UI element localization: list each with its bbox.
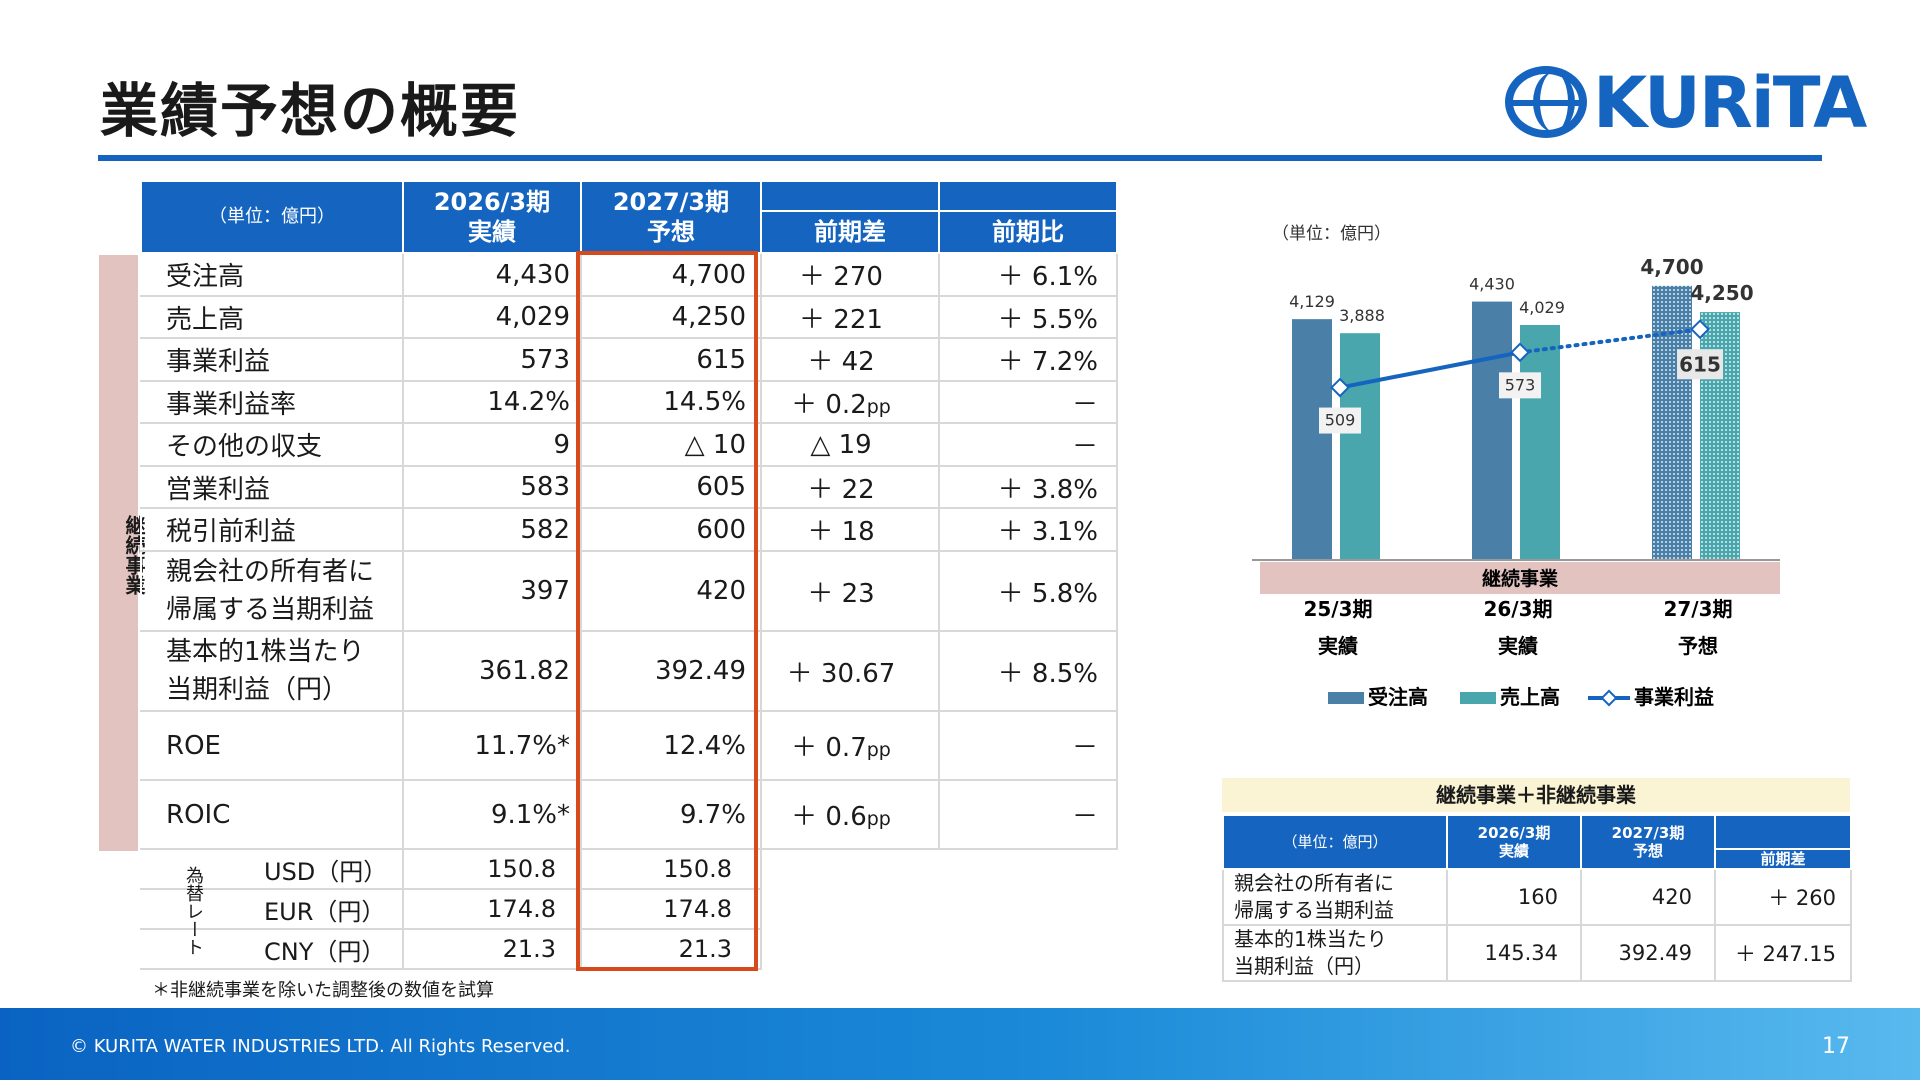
logo-wordmark: KURiTA bbox=[1593, 62, 1867, 144]
table-row: 事業利益 573 615 ＋ 42 ＋ 7.2% bbox=[140, 337, 1118, 382]
copyright: © KURITA WATER INDUSTRIES LTD. All Right… bbox=[70, 1036, 571, 1057]
profit-label: 615 bbox=[1679, 352, 1721, 376]
unit-header: （単位：億円） bbox=[140, 180, 404, 254]
page-title: 業績予想の概要 bbox=[100, 77, 521, 145]
header-2027: 2027/3期 予想 bbox=[580, 180, 762, 254]
group-band bbox=[1260, 562, 1780, 594]
table-row: 税引前利益 582 600 ＋ 18 ＋ 3.1% bbox=[140, 507, 1118, 552]
legend-label-profit: 事業利益 bbox=[1634, 685, 1714, 709]
table-row: 親会社の所有者に 帰属する当期利益 397 420 ＋ 23 ＋ 5.8% bbox=[140, 550, 1118, 632]
table-row: 受注高 4,430 4,700 ＋ 270 ＋ 6.1% bbox=[140, 252, 1118, 297]
table-row: ROE 11.7%* 12.4% ＋ 0.7pp － bbox=[140, 710, 1118, 781]
table-row: その他の収支 9 △ 10 △ 19 － bbox=[140, 422, 1118, 467]
legend-swatch-order bbox=[1328, 692, 1364, 704]
kurita-logo: KURiTA bbox=[1505, 62, 1867, 144]
fx-rate-label: 為替レート bbox=[183, 866, 204, 956]
fx-row: EUR（円） 174.8 174.8 bbox=[140, 888, 1117, 930]
group-label: 継続事業 bbox=[1482, 567, 1559, 590]
small-header-diff: 前期差 bbox=[1714, 848, 1852, 870]
bar-sales-label: 4,250 bbox=[1690, 281, 1753, 305]
table-row: 事業利益率 14.2% 14.5% ＋ 0.2pp － bbox=[140, 380, 1118, 424]
small-header-2027: 2027/3期 予想 bbox=[1580, 814, 1716, 870]
category-sublabel: 予想 bbox=[1678, 634, 1718, 658]
category-label: 25/3期 bbox=[1303, 597, 1372, 621]
profit-label: 573 bbox=[1505, 375, 1536, 394]
profit-label-box bbox=[1319, 407, 1361, 434]
table-row: 売上高 4,029 4,250 ＋ 221 ＋ 5.5% bbox=[140, 295, 1118, 339]
profit-marker bbox=[1330, 377, 1350, 398]
bar-sales bbox=[1340, 333, 1380, 560]
small-unit-header: （単位：億円） bbox=[1222, 814, 1448, 870]
bar-sales-label: 3,888 bbox=[1339, 306, 1385, 325]
header-blank-1 bbox=[760, 180, 940, 212]
bar-order bbox=[1292, 319, 1332, 560]
profit-marker bbox=[1690, 319, 1710, 340]
bar-order-label: 4,129 bbox=[1289, 292, 1335, 311]
header-2026: 2026/3期 実績 bbox=[402, 180, 582, 254]
category-label: 26/3期 bbox=[1483, 597, 1552, 621]
page-number: 17 bbox=[1822, 1034, 1850, 1059]
category-label: 27/3期 bbox=[1663, 597, 1732, 621]
footer: © KURITA WATER INDUSTRIES LTD. All Right… bbox=[0, 1008, 1920, 1080]
chart-unit: （単位：億円） bbox=[1272, 224, 1391, 244]
profit-line-forecast bbox=[1518, 327, 1702, 355]
fx-row: USD（円） 150.8 150.8 bbox=[140, 848, 1117, 890]
bar-sales bbox=[1520, 324, 1560, 560]
title-divider bbox=[98, 155, 1822, 161]
logo-mark-icon bbox=[1505, 66, 1587, 138]
legend-label-sales: 売上高 bbox=[1500, 685, 1560, 709]
bar-sales-label: 4,029 bbox=[1519, 298, 1565, 317]
category-sublabel: 実績 bbox=[1498, 634, 1538, 658]
forecast-highlight-box bbox=[576, 251, 758, 971]
combined-table: （単位：億円） 2026/3期 実績 2027/3期 予想 前期差 親会社の所有者に… bbox=[1222, 814, 1852, 982]
legend-label-order: 受注高 bbox=[1368, 685, 1428, 709]
header-blank-2 bbox=[938, 180, 1118, 212]
bar-order bbox=[1472, 301, 1512, 560]
footnote: ＊非継続事業を除いた調整後の数値を試算 bbox=[152, 980, 494, 1001]
bar-order bbox=[1652, 285, 1692, 560]
table-row: 営業利益 583 605 ＋ 22 ＋ 3.8% bbox=[140, 465, 1118, 509]
table-row: ROIC 9.1%* 9.7% ＋ 0.6pp － bbox=[140, 779, 1118, 850]
profit-label-box bbox=[1499, 372, 1541, 399]
header-diff: 前期差 bbox=[760, 210, 940, 254]
category-sublabel: 実績 bbox=[1318, 634, 1358, 658]
small-header-2026: 2026/3期 実績 bbox=[1446, 814, 1582, 870]
header-ratio: 前期比 bbox=[938, 210, 1118, 254]
continuing-ops-band: 継続事業 bbox=[99, 255, 146, 851]
small-header-blank bbox=[1714, 814, 1852, 850]
profit-label-box bbox=[1677, 349, 1723, 380]
profit-line-actual bbox=[1339, 350, 1521, 390]
combined-title: 継続事業＋非継続事業 bbox=[1222, 778, 1850, 812]
profit-label: 509 bbox=[1325, 411, 1356, 430]
sales-chart: 4,129 3,888 4,430 4,029 4,700 4,250 継続事業 509 5… bbox=[1240, 240, 1800, 724]
bar-order-label: 4,700 bbox=[1640, 255, 1703, 279]
forecast-table: （単位：億円） 2026/3期 実績 2027/3期 予想 前期差 前期比 受注高 … bbox=[140, 180, 1118, 970]
table-row: 親会社の所有者に 帰属する当期利益 160 420 ＋ 260 bbox=[1222, 868, 1852, 926]
legend-swatch-sales bbox=[1460, 692, 1496, 704]
profit-marker bbox=[1510, 342, 1530, 363]
legend-marker-profit bbox=[1600, 689, 1618, 707]
bar-order-label: 4,430 bbox=[1469, 275, 1515, 294]
table-row: 基本的1株当たり 当期利益（円） 145.34 392.49 ＋ 247.15 bbox=[1222, 924, 1852, 982]
table-row: 基本的1株当たり 当期利益（円） 361.82 392.49 ＋ 30.67 ＋ … bbox=[140, 630, 1118, 712]
